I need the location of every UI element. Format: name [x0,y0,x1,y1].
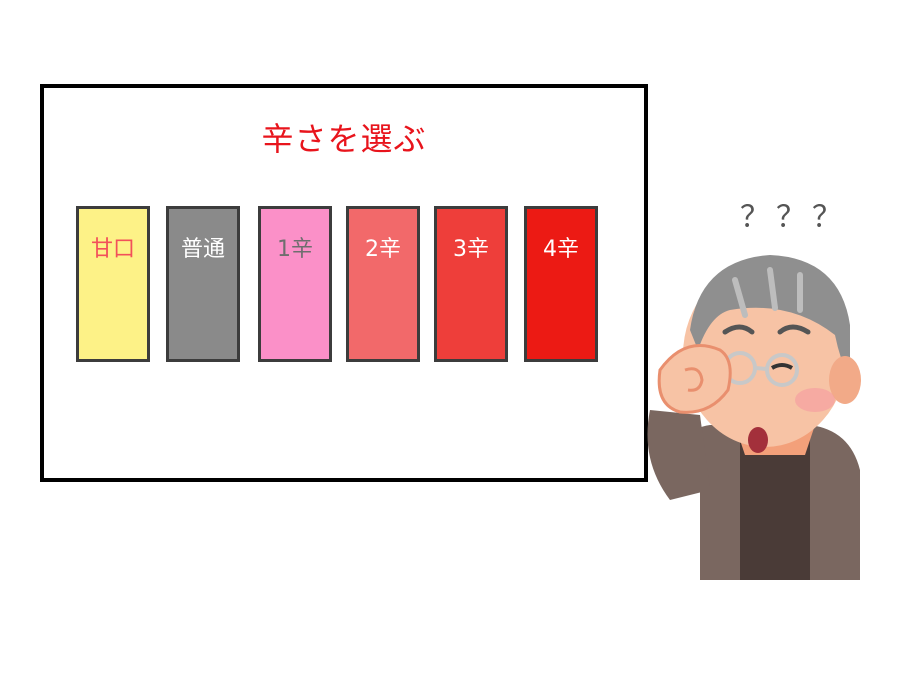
board-title: 辛さを選ぶ [261,120,427,158]
spiciness-menu-board: 辛さを選ぶ 甘口 普通 1辛 2辛 3辛 4辛 [40,84,648,482]
spice-level-mild-button[interactable]: 甘口 [76,206,150,362]
spice-level-4-button[interactable]: 4辛 [524,206,598,362]
spice-level-3-button[interactable]: 3辛 [434,206,508,362]
spice-level-normal-button[interactable]: 普通 [166,206,240,362]
spice-level-1-button[interactable]: 1辛 [258,206,332,362]
spice-level-2-button[interactable]: 2辛 [346,206,420,362]
confused-old-man-illustration [647,255,861,580]
question-marks: ？？？ [740,200,848,235]
